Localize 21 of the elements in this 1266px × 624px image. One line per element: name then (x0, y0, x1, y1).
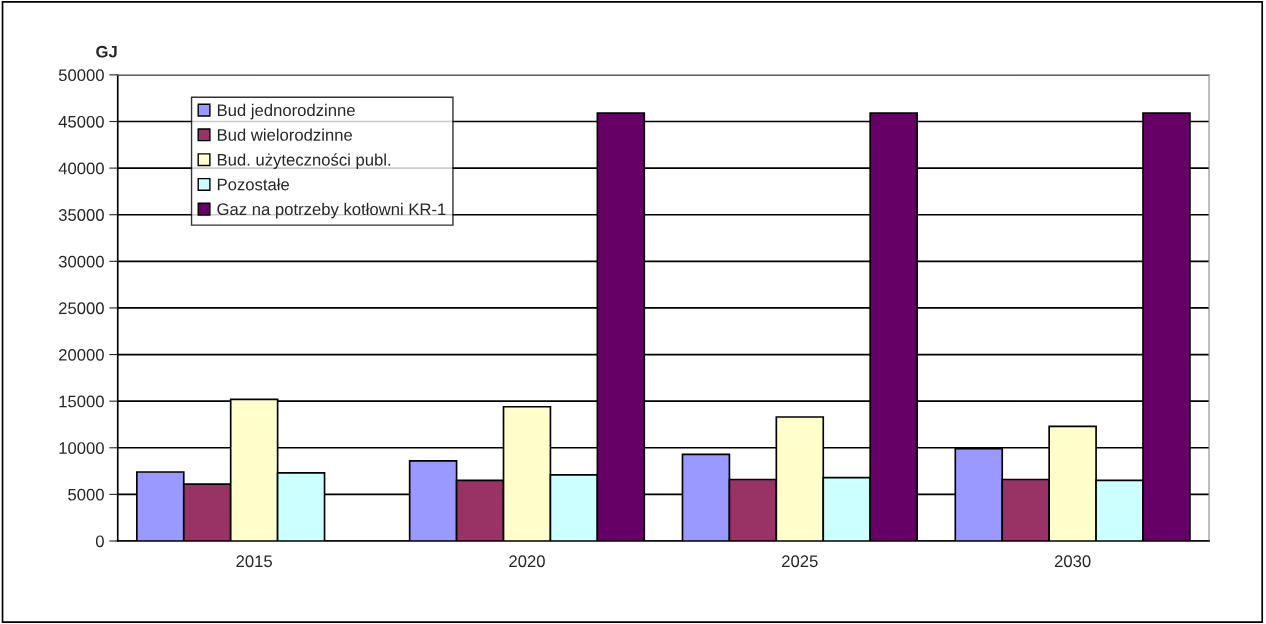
x-tick-label: 2015 (236, 555, 272, 568)
y-tick-label: 35000 (58, 209, 104, 221)
y-tick-label: 50000 (58, 69, 104, 82)
y-tick-label: 40000 (58, 162, 104, 175)
legend-label: Bud. użyteczności publ. (217, 153, 391, 169)
y-tick-label: 20000 (59, 348, 104, 361)
y-tick-label: 5000 (68, 488, 104, 501)
legend-label: Bud wielorodzinne (217, 128, 353, 141)
x-tick-label: 2020 (509, 555, 545, 568)
y-tick-label: 0 (95, 535, 104, 548)
x-tick-label: 2025 (782, 555, 818, 568)
y-tick-label: 30000 (58, 255, 104, 268)
y-tick-label: 10000 (59, 442, 104, 454)
y-tick-label: 45000 (58, 115, 104, 128)
legend-label: Gaz na potrzeby kotłowni KR-1 (217, 202, 446, 219)
y-tick-label: 15000 (59, 395, 104, 408)
legend-label: Pozostałe (217, 178, 289, 191)
y-axis-title: GJ (96, 45, 117, 58)
y-tick-label: 25000 (59, 302, 104, 315)
legend-label: Bud jednorodzinne (217, 103, 355, 120)
x-tick-label: 2030 (1054, 555, 1091, 568)
